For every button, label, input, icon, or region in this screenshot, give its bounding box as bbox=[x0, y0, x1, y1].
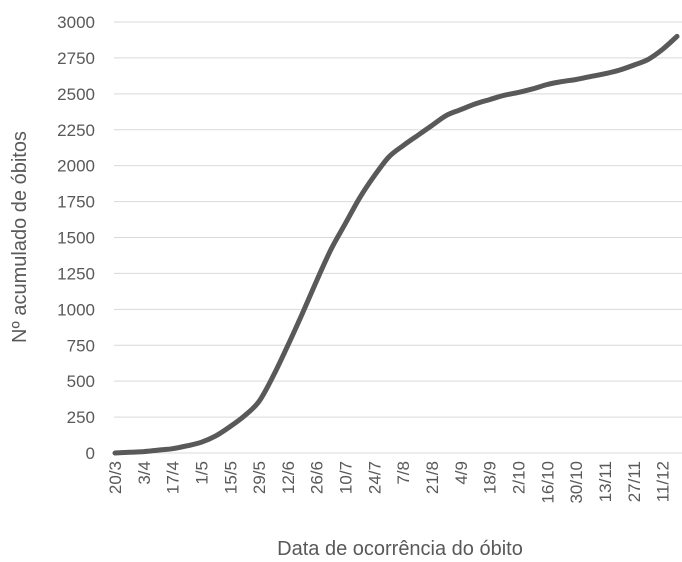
y-tick-label-250: 250 bbox=[67, 408, 95, 427]
y-axis-ticks: 0 250 500 750 1000 1250 1500 1750 2000 2250 2500 27… bbox=[57, 13, 95, 463]
x-tick-label-12: 4/9 bbox=[452, 461, 471, 485]
y-tick-label-1750: 1750 bbox=[57, 193, 95, 212]
y-tick-label-1250: 1250 bbox=[57, 264, 95, 283]
x-tick-label-3: 1/5 bbox=[192, 461, 211, 485]
y-tick-label-500: 500 bbox=[67, 372, 95, 391]
y-tick-label-1500: 1500 bbox=[57, 229, 95, 248]
x-tick-label-8: 10/7 bbox=[337, 461, 356, 494]
x-tick-label-1: 3/4 bbox=[135, 461, 154, 485]
x-axis-ticks: 20/3 3/4 17/4 1/5 15/5 29/5 12/6 26/6 10/7 24/7 7/… bbox=[106, 461, 673, 504]
x-tick-label-6: 12/6 bbox=[279, 461, 298, 494]
x-tick-label-14: 2/10 bbox=[509, 461, 528, 494]
x-tick-label-18: 27/11 bbox=[625, 461, 644, 502]
series-line-cumulative-deaths bbox=[112, 33, 680, 456]
y-tick-label-1000: 1000 bbox=[57, 300, 95, 319]
y-tick-label-2750: 2750 bbox=[57, 49, 95, 68]
y-tick-label-750: 750 bbox=[67, 336, 95, 355]
x-tick-label-0: 20/3 bbox=[106, 461, 125, 494]
x-tick-label-9: 24/7 bbox=[365, 461, 384, 494]
x-tick-label-2: 17/4 bbox=[164, 461, 183, 494]
x-tick-label-4: 15/5 bbox=[221, 461, 240, 494]
y-tick-label-2250: 2250 bbox=[57, 121, 95, 140]
x-tick-label-19: 11/12 bbox=[654, 461, 673, 502]
y-tick-label-2500: 2500 bbox=[57, 85, 95, 104]
x-tick-label-13: 18/9 bbox=[481, 461, 500, 494]
gridlines bbox=[114, 21, 682, 418]
x-tick-label-11: 21/8 bbox=[423, 461, 442, 494]
y-tick-label-2000: 2000 bbox=[57, 157, 95, 176]
x-tick-label-17: 13/11 bbox=[596, 461, 615, 502]
x-tick-label-7: 26/6 bbox=[308, 461, 327, 494]
y-axis-title: Nº acumulado de óbitos bbox=[9, 131, 31, 343]
y-tick-label-3000: 3000 bbox=[57, 13, 95, 32]
x-tick-label-10: 7/8 bbox=[394, 461, 413, 485]
x-tick-label-16: 30/10 bbox=[567, 461, 586, 504]
x-axis-title: Data de ocorrência do óbito bbox=[277, 538, 523, 560]
x-tick-label-5: 29/5 bbox=[250, 461, 269, 494]
y-tick-label-0: 0 bbox=[86, 444, 95, 463]
x-tick-label-15: 16/10 bbox=[538, 461, 557, 504]
